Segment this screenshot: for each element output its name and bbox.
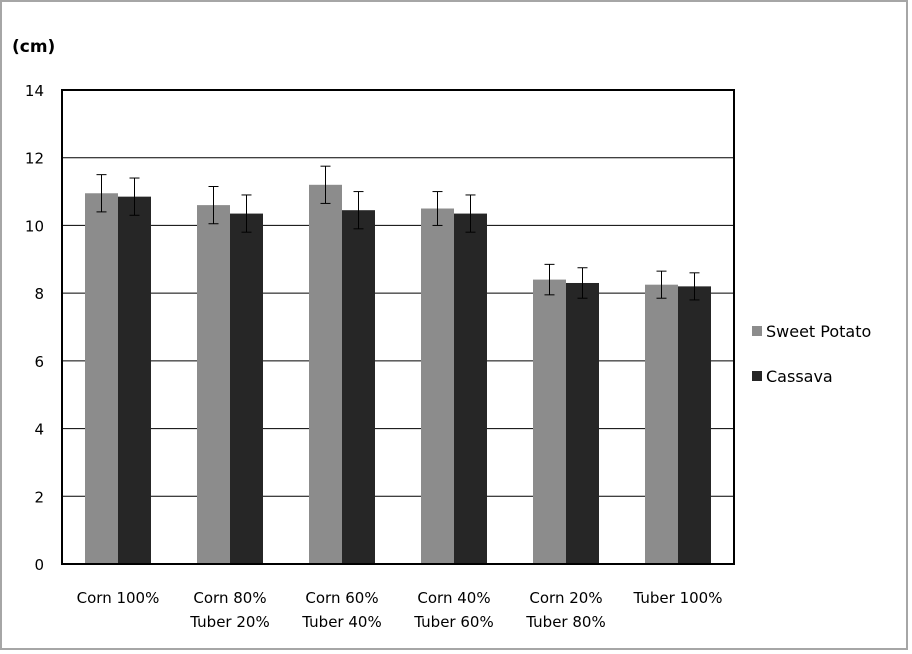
bar — [342, 210, 375, 564]
x-tick-labels: Corn 100% Corn 80% Tuber 20% Corn 60% Tuber … — [77, 589, 723, 631]
legend-swatch — [752, 326, 762, 336]
y-tick-labels: 0 2 4 6 8 10 12 14 — [25, 82, 44, 574]
x-tick-label: Corn 80% — [193, 589, 266, 607]
gridlines — [62, 89, 734, 565]
legend-swatch — [752, 371, 762, 381]
y-tick-label: 2 — [34, 488, 44, 506]
bar — [309, 184, 342, 565]
x-tick-label: Corn 20% — [529, 589, 602, 607]
error-bars — [96, 165, 700, 301]
y-tick-label: 14 — [25, 82, 44, 100]
y-tick-label: 0 — [34, 556, 44, 574]
bar — [645, 284, 678, 564]
legend: Sweet Potato Cassava — [752, 322, 871, 386]
bar — [421, 208, 454, 564]
x-tick-label: Corn 40% — [417, 589, 490, 607]
x-tick-label: Tuber 60% — [413, 613, 493, 631]
y-tick-label: 4 — [34, 421, 44, 439]
bars — [85, 184, 711, 565]
y-tick-label: 12 — [25, 150, 44, 168]
bar — [230, 213, 263, 565]
x-tick-label: Tuber 80% — [525, 613, 605, 631]
x-tick-label: Tuber 20% — [189, 613, 269, 631]
legend-label: Cassava — [766, 367, 833, 386]
bar — [85, 193, 118, 564]
bar — [197, 205, 230, 564]
y-tick-label: 10 — [25, 217, 44, 235]
x-tick-label: Tuber 40% — [301, 613, 381, 631]
x-tick-label: Tuber 100% — [633, 589, 723, 607]
x-tick-label: Corn 60% — [305, 589, 378, 607]
bar — [118, 196, 151, 564]
bar — [454, 213, 487, 565]
y-axis-label: (cm) — [12, 37, 55, 57]
bar — [533, 279, 566, 564]
legend-label: Sweet Potato — [766, 322, 871, 341]
y-tick-label: 8 — [34, 285, 44, 303]
x-tick-label: Corn 100% — [77, 589, 160, 607]
plot-area-border — [61, 89, 735, 565]
bar — [566, 282, 599, 564]
y-tick-label: 6 — [34, 353, 44, 371]
bar — [678, 286, 711, 564]
